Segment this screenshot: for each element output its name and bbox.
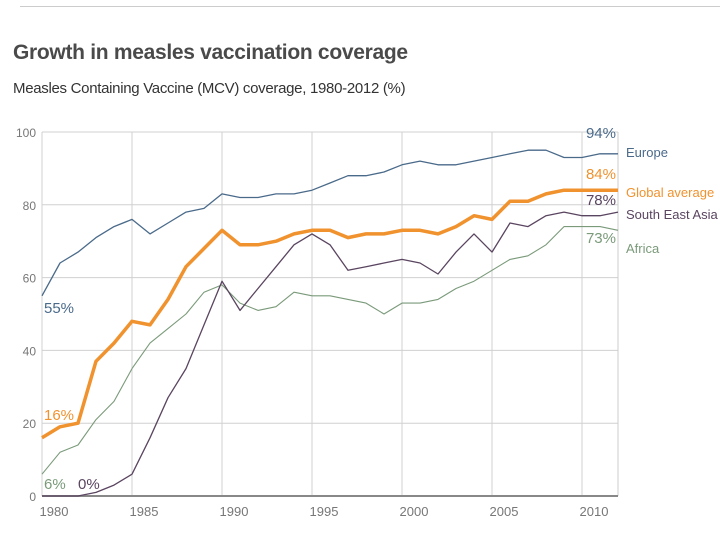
chart-subtitle: Measles Containing Vaccine (MCV) coverag…	[13, 80, 406, 97]
series-line-africa	[41, 226, 619, 475]
top-divider	[20, 6, 720, 7]
series-line-south-east-asia	[42, 211, 619, 497]
end-label-africa: 73%	[586, 230, 616, 247]
x-tick-label: 2010	[580, 504, 609, 519]
series-line-global-average	[41, 188, 618, 440]
legend-south-east-asia: South East Asia	[626, 207, 719, 222]
start-label-global-average: 16%	[44, 407, 74, 424]
y-tick-label: 40	[23, 344, 37, 358]
y-tick-label: 20	[23, 417, 37, 431]
legend-global-average: Global average	[626, 185, 714, 200]
start-label-africa: 6%	[44, 476, 66, 493]
y-tick-label: 0	[29, 490, 36, 504]
chart-title: Growth in measles vaccination coverage	[13, 41, 408, 64]
x-tick-label: 1995	[310, 504, 339, 519]
y-tick-label: 80	[23, 199, 37, 213]
y-tick-label: 100	[16, 126, 36, 140]
end-label-south-east-asia: 78%	[586, 192, 616, 209]
series-line-europe	[41, 149, 618, 297]
start-label-europe: 55%	[44, 300, 74, 317]
legend-europe: Europe	[626, 145, 668, 160]
x-tick-label: 2000	[400, 504, 429, 519]
legend-africa: Africa	[626, 241, 660, 256]
end-label-global-average: 84%	[586, 166, 616, 183]
start-label-south-east-asia: 0%	[78, 476, 100, 493]
x-tick-label: 1990	[220, 504, 249, 519]
x-tick-label: 1985	[130, 504, 159, 519]
x-tick-label: 1980	[40, 504, 69, 519]
x-tick-label: 2005	[490, 504, 519, 519]
end-label-europe: 94%	[586, 125, 616, 142]
y-tick-label: 60	[23, 272, 37, 286]
